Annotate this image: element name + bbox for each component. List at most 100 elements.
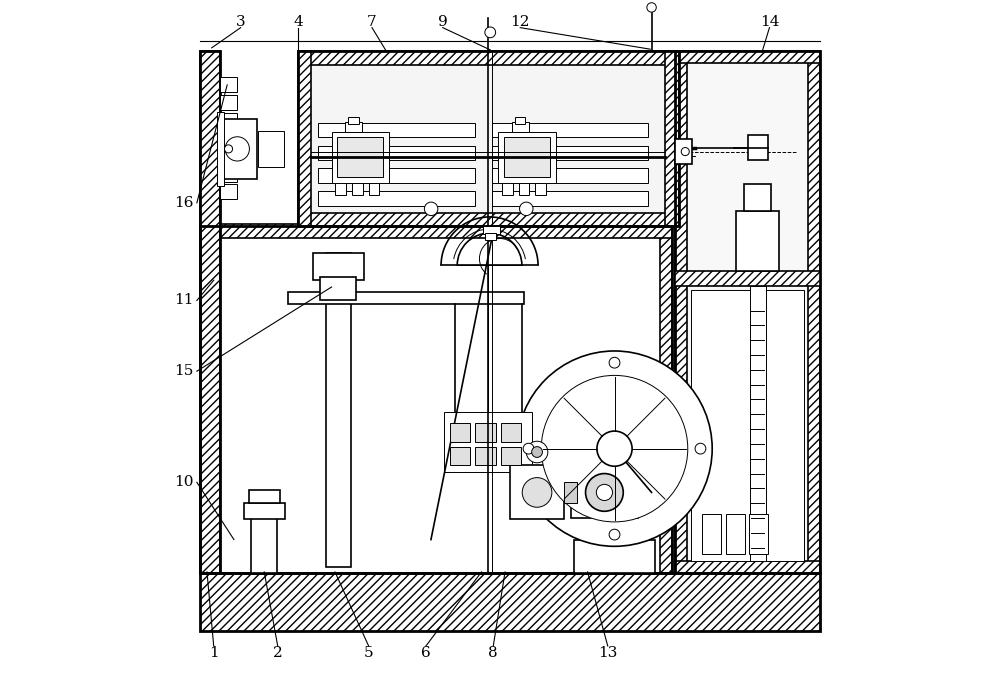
Bar <box>574 539 655 573</box>
Text: 1: 1 <box>209 646 219 659</box>
Circle shape <box>522 478 552 507</box>
Bar <box>502 182 513 194</box>
Bar <box>501 447 521 466</box>
Bar <box>369 182 379 194</box>
Bar <box>200 226 672 573</box>
Bar <box>492 123 648 138</box>
Bar <box>220 119 257 179</box>
Bar <box>348 117 359 124</box>
Circle shape <box>596 485 612 501</box>
Circle shape <box>695 443 706 454</box>
Bar <box>475 447 496 466</box>
Circle shape <box>597 431 632 466</box>
Bar <box>564 483 577 502</box>
Bar <box>352 182 363 194</box>
Text: 16: 16 <box>174 196 193 210</box>
Circle shape <box>526 441 548 463</box>
Bar <box>220 131 237 146</box>
Text: 15: 15 <box>174 364 193 378</box>
Bar <box>750 286 766 561</box>
Bar <box>313 253 364 280</box>
Bar <box>318 169 475 183</box>
Bar <box>501 423 521 442</box>
Bar <box>510 466 564 519</box>
Circle shape <box>224 145 233 153</box>
Bar <box>200 51 220 573</box>
Bar <box>515 117 525 124</box>
Bar <box>675 51 820 63</box>
Circle shape <box>609 357 620 368</box>
Bar <box>311 65 665 213</box>
Bar <box>571 467 638 518</box>
Bar <box>318 146 475 161</box>
Bar <box>702 514 721 554</box>
Circle shape <box>485 27 496 38</box>
Bar <box>744 184 771 211</box>
Text: 8: 8 <box>488 646 498 659</box>
Circle shape <box>532 447 542 458</box>
Bar <box>660 226 672 573</box>
Text: 7: 7 <box>367 16 377 29</box>
Bar <box>320 277 356 300</box>
Circle shape <box>541 375 688 522</box>
Bar <box>492 191 648 206</box>
Bar <box>808 51 820 573</box>
Bar <box>220 113 237 128</box>
Text: 2: 2 <box>273 646 283 659</box>
Bar <box>332 132 389 182</box>
Bar <box>244 502 285 519</box>
Text: 6: 6 <box>421 646 431 659</box>
Bar <box>318 123 475 138</box>
Bar <box>298 51 311 226</box>
Bar <box>326 253 351 566</box>
Bar <box>450 423 470 442</box>
Circle shape <box>681 148 689 156</box>
Bar <box>220 184 237 199</box>
Text: 14: 14 <box>760 16 779 29</box>
Bar <box>298 51 679 226</box>
Bar <box>220 167 237 182</box>
Bar <box>504 138 550 177</box>
Circle shape <box>517 351 712 546</box>
Text: 12: 12 <box>510 16 530 29</box>
Bar <box>335 182 346 194</box>
Bar <box>749 514 768 554</box>
Bar <box>220 148 237 164</box>
Bar <box>485 233 496 240</box>
Text: 5: 5 <box>364 646 373 659</box>
Circle shape <box>225 137 249 161</box>
Bar <box>444 412 532 472</box>
Bar <box>337 138 383 177</box>
Bar <box>492 146 648 161</box>
Bar <box>345 122 362 132</box>
Bar <box>675 139 692 165</box>
Circle shape <box>586 474 623 511</box>
Bar <box>200 573 820 630</box>
Bar <box>665 51 679 226</box>
Bar <box>736 211 779 271</box>
Text: 4: 4 <box>293 16 303 29</box>
Bar <box>675 51 820 573</box>
Bar <box>726 514 745 554</box>
Text: 9: 9 <box>438 16 448 29</box>
Circle shape <box>520 202 533 215</box>
Text: 13: 13 <box>598 646 617 659</box>
Text: 10: 10 <box>174 475 193 489</box>
Bar <box>298 51 679 65</box>
Bar <box>492 169 648 183</box>
Bar <box>483 226 500 234</box>
Bar <box>675 271 820 286</box>
Circle shape <box>523 443 534 454</box>
Bar <box>675 561 820 573</box>
Bar <box>249 490 280 503</box>
Text: 3: 3 <box>236 16 245 29</box>
Bar <box>251 512 277 573</box>
Bar <box>450 447 470 466</box>
Bar <box>200 224 672 238</box>
Circle shape <box>424 202 438 215</box>
Circle shape <box>647 3 656 12</box>
Bar <box>535 182 546 194</box>
Bar <box>512 122 529 132</box>
Bar <box>498 132 556 182</box>
Bar <box>220 95 237 110</box>
